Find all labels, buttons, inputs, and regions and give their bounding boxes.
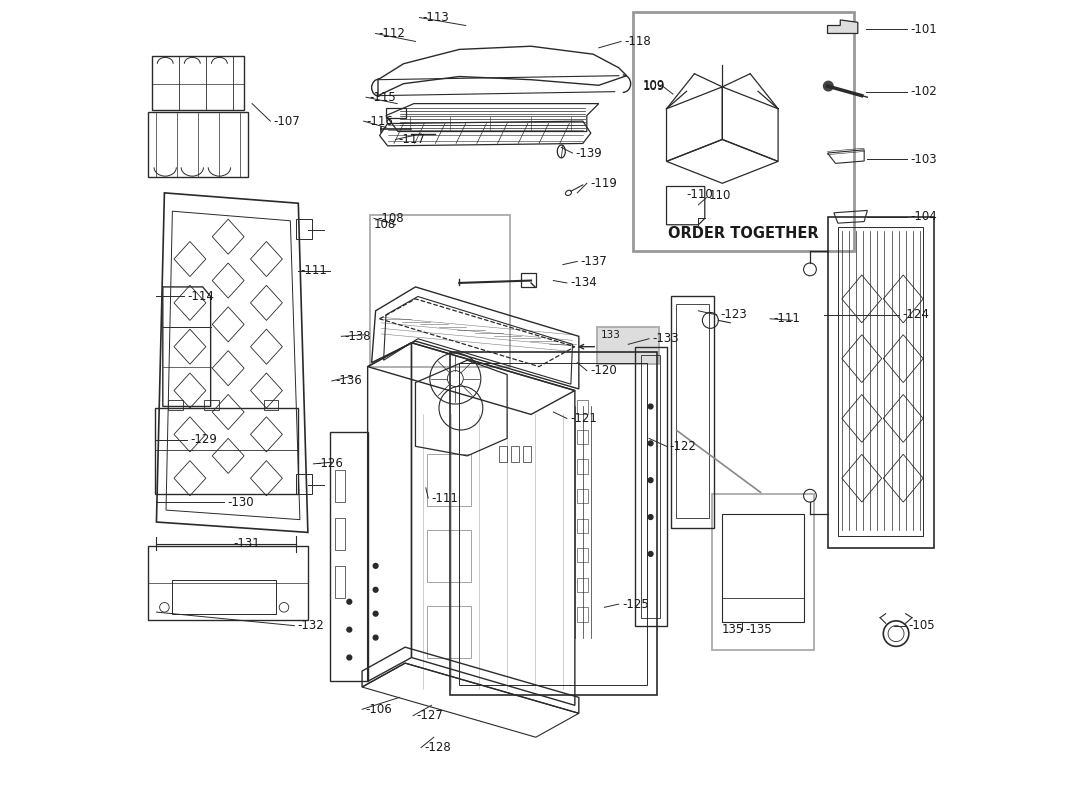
Bar <box>335 470 345 502</box>
Circle shape <box>648 441 653 446</box>
Bar <box>168 400 183 410</box>
Bar <box>522 273 536 287</box>
Circle shape <box>648 552 653 556</box>
Text: -131: -131 <box>233 537 260 550</box>
Text: 108: 108 <box>374 218 397 231</box>
Bar <box>577 459 589 473</box>
Bar <box>296 219 312 239</box>
Text: -115: -115 <box>370 91 396 104</box>
Bar <box>577 519 589 533</box>
Circle shape <box>373 611 378 616</box>
Bar <box>499 446 507 462</box>
Bar <box>721 514 803 622</box>
Text: -125: -125 <box>622 598 649 611</box>
Text: -134: -134 <box>570 277 597 289</box>
Text: -112: -112 <box>378 27 405 40</box>
Text: -119: -119 <box>590 177 617 190</box>
Bar <box>335 566 345 598</box>
Bar <box>511 446 520 462</box>
Bar <box>427 454 471 506</box>
Bar <box>523 446 531 462</box>
Text: -106: -106 <box>365 703 392 716</box>
Bar <box>427 606 471 658</box>
Circle shape <box>347 599 351 604</box>
Text: -111: -111 <box>431 492 458 505</box>
Text: -121: -121 <box>570 412 597 425</box>
Circle shape <box>347 627 351 632</box>
Bar <box>172 580 276 614</box>
Bar <box>577 578 589 592</box>
Text: -138: -138 <box>345 330 371 343</box>
Text: -126: -126 <box>317 457 344 470</box>
Text: -111: -111 <box>773 312 800 325</box>
Text: -127: -127 <box>416 709 443 722</box>
Text: -118: -118 <box>624 35 651 48</box>
Bar <box>335 518 345 550</box>
Text: 135: 135 <box>721 623 744 636</box>
Text: -128: -128 <box>425 741 451 754</box>
Circle shape <box>648 404 653 409</box>
Text: ORDER TOGETHER: ORDER TOGETHER <box>667 226 818 241</box>
Bar <box>264 400 278 410</box>
Text: 109: 109 <box>642 79 665 92</box>
Polygon shape <box>828 20 858 33</box>
Text: -123: -123 <box>720 308 747 321</box>
Text: 133: 133 <box>600 330 620 340</box>
Bar <box>204 400 219 410</box>
Bar <box>296 474 312 494</box>
Text: -120: -120 <box>590 364 617 377</box>
Text: -117: -117 <box>399 133 426 146</box>
Text: 109: 109 <box>642 80 665 92</box>
Bar <box>577 489 589 503</box>
Text: -110: -110 <box>687 188 714 201</box>
FancyBboxPatch shape <box>633 12 854 251</box>
Text: -137: -137 <box>580 255 607 268</box>
Text: -105: -105 <box>909 619 936 632</box>
Text: -111: -111 <box>301 265 328 277</box>
FancyBboxPatch shape <box>597 327 659 364</box>
Bar <box>386 108 406 118</box>
Circle shape <box>824 81 833 91</box>
Bar <box>427 530 471 582</box>
Text: -124: -124 <box>902 308 929 321</box>
Text: -135: -135 <box>745 623 772 636</box>
Text: -136: -136 <box>335 375 362 387</box>
Circle shape <box>648 515 653 520</box>
Text: -101: -101 <box>911 23 937 36</box>
Text: -102: -102 <box>911 85 937 98</box>
Text: -107: -107 <box>274 115 301 128</box>
Circle shape <box>373 563 378 568</box>
Text: -114: -114 <box>188 290 215 303</box>
Text: -130: -130 <box>227 496 254 508</box>
Bar <box>577 400 589 414</box>
Text: -139: -139 <box>576 147 603 159</box>
Circle shape <box>373 587 378 592</box>
Text: -122: -122 <box>669 440 696 453</box>
Text: -113: -113 <box>423 11 450 24</box>
Bar <box>577 607 589 622</box>
Circle shape <box>648 478 653 483</box>
Text: -133: -133 <box>652 332 679 345</box>
Text: -108: -108 <box>377 212 404 225</box>
Text: -104: -104 <box>911 210 937 223</box>
Bar <box>577 548 589 563</box>
Text: 110: 110 <box>708 189 731 202</box>
Circle shape <box>347 655 351 660</box>
Text: -132: -132 <box>298 619 324 632</box>
Text: -116: -116 <box>367 115 393 128</box>
Text: -129: -129 <box>190 434 217 446</box>
Bar <box>577 430 589 444</box>
Text: -103: -103 <box>911 153 937 166</box>
FancyBboxPatch shape <box>711 494 814 650</box>
Circle shape <box>373 635 378 640</box>
